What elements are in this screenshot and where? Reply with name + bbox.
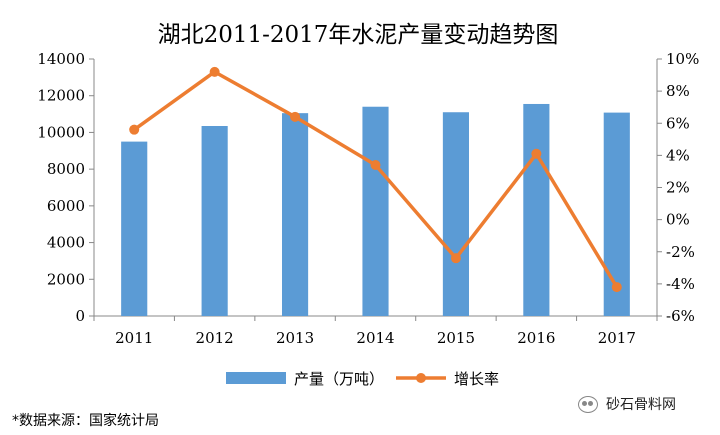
x-tick-label: 2014 xyxy=(356,329,394,347)
right-tick-label: -6% xyxy=(666,307,695,325)
left-tick-label: 12000 xyxy=(37,87,85,105)
right-tick-label: 10% xyxy=(666,50,699,68)
growth-point xyxy=(370,160,381,171)
growth-point xyxy=(531,148,542,159)
x-tick-label: 2015 xyxy=(437,329,475,347)
x-tick-label: 2011 xyxy=(115,329,153,347)
left-tick-label: 6000 xyxy=(47,197,85,215)
legend-line-label: 增长率 xyxy=(454,370,499,388)
plot-area: 0 2000 4000 6000 8000 10000 12000 14000 -6% -4% -2… xyxy=(37,50,699,347)
right-tick-label: 0% xyxy=(666,211,690,229)
bar xyxy=(362,106,389,316)
legend-line-marker xyxy=(416,373,426,383)
right-tick-label: 6% xyxy=(666,114,690,132)
growth-point xyxy=(129,124,140,135)
bar xyxy=(282,113,309,317)
left-tick-label: 0 xyxy=(75,307,85,325)
x-tick-label: 2012 xyxy=(196,329,234,347)
growth-point xyxy=(450,253,461,264)
chart-title: 湖北2011-2017年水泥产量变动趋势图 xyxy=(158,22,559,48)
bar xyxy=(201,126,228,316)
right-tick-label: 8% xyxy=(666,82,690,100)
x-tick-label: 2016 xyxy=(517,329,555,347)
right-tick-label: 4% xyxy=(666,146,690,164)
x-tick-label: 2017 xyxy=(598,329,636,347)
legend: 产量（万吨） 增长率 xyxy=(226,370,499,388)
legend-bar-swatch xyxy=(226,372,286,384)
right-tick-label: 2% xyxy=(666,179,690,197)
left-tick-label: 10000 xyxy=(37,123,85,141)
left-tick-label: 2000 xyxy=(47,270,85,288)
growth-point xyxy=(209,66,220,77)
x-tick-label: 2013 xyxy=(276,329,314,347)
legend-bar-label: 产量（万吨） xyxy=(294,370,384,388)
wechat-icon xyxy=(578,395,598,413)
right-tick-label: -2% xyxy=(666,243,695,261)
brand-mark: 砂石骨料网 xyxy=(578,394,676,414)
growth-point xyxy=(611,282,622,293)
brand-name: 砂石骨料网 xyxy=(606,397,676,413)
bar xyxy=(523,103,550,316)
left-tick-label: 14000 xyxy=(37,50,85,68)
right-tick-label: -4% xyxy=(666,275,695,293)
bar xyxy=(442,112,469,316)
bar xyxy=(121,141,148,316)
growth-point xyxy=(290,111,301,122)
left-tick-label: 8000 xyxy=(47,160,85,178)
source-note: *数据来源：国家统计局 xyxy=(12,413,159,429)
left-tick-label: 4000 xyxy=(47,234,85,252)
